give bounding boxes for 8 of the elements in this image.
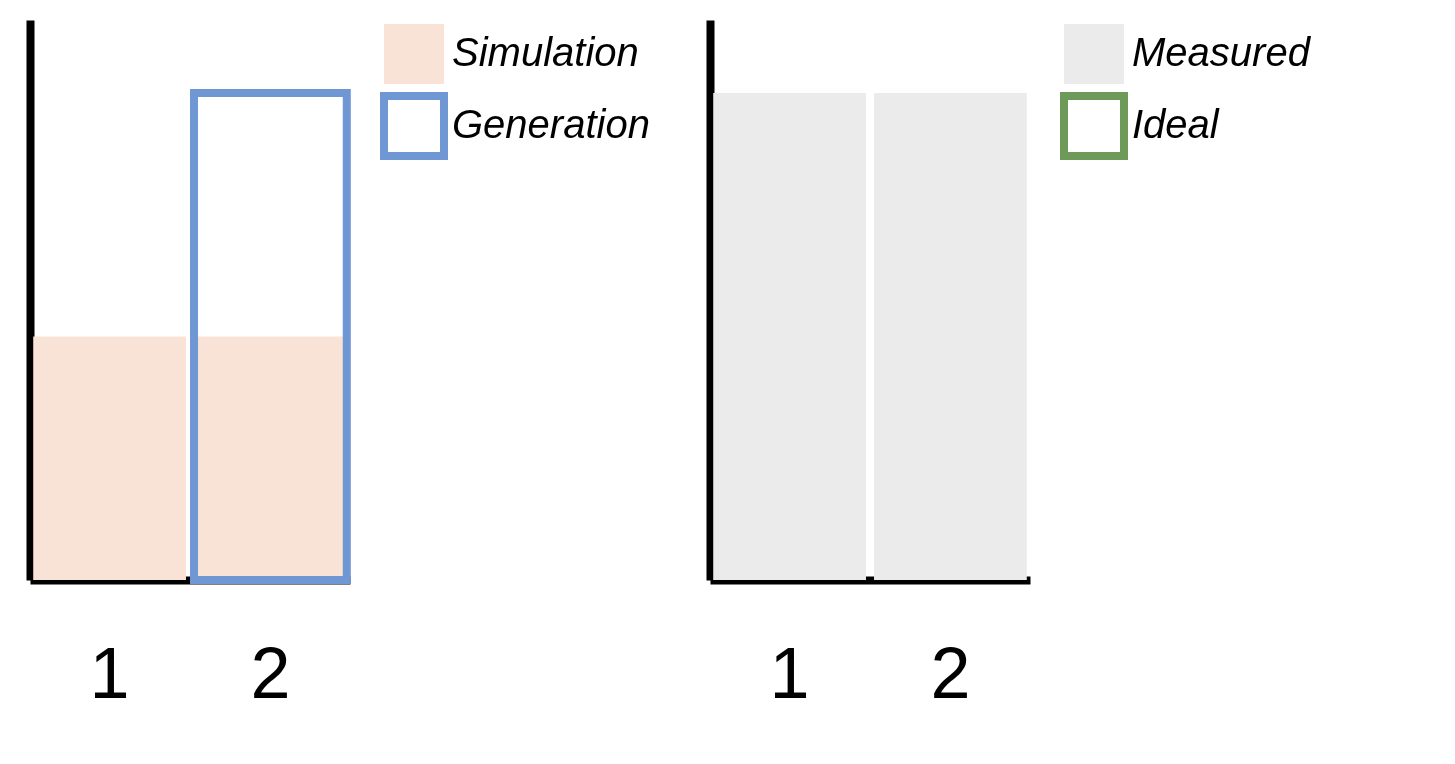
x-tick-label: 1 xyxy=(769,632,810,713)
x-tick-label: 1 xyxy=(89,632,130,713)
legend-label: Ideal xyxy=(1132,102,1220,146)
legend-label: Measured xyxy=(1132,30,1312,74)
legend-label: Simulation xyxy=(452,30,639,74)
legend-label: Generation xyxy=(452,102,650,146)
x-tick-label: 2 xyxy=(930,632,971,713)
x-tick-label: 2 xyxy=(250,632,291,713)
